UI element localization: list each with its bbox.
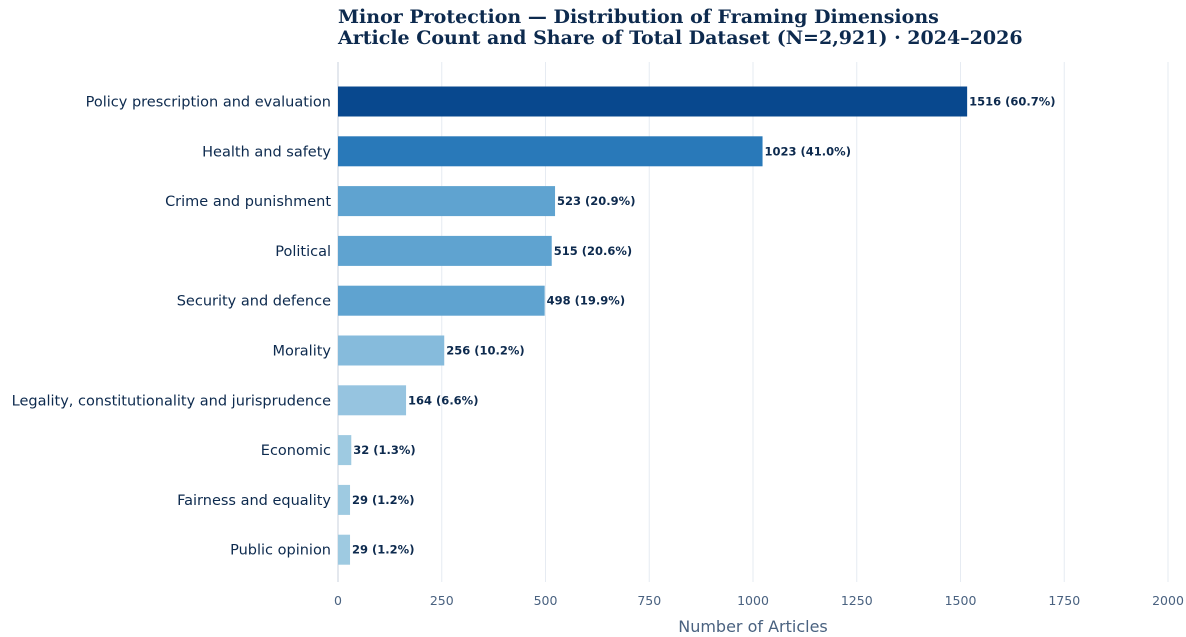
bar — [338, 534, 351, 565]
x-tick-label: 750 — [637, 593, 661, 608]
bar — [338, 385, 407, 416]
data-label: 523 (20.9%) — [557, 194, 635, 208]
bar — [338, 285, 545, 316]
data-label: 515 (20.6%) — [554, 244, 632, 258]
y-tick-label: Economic — [261, 443, 331, 459]
bar — [338, 86, 968, 117]
chart-title: Minor Protection — Distribution of Frami… — [337, 6, 1023, 49]
chart-title-line-1: Minor Protection — Distribution of Frami… — [338, 6, 939, 28]
y-tick-label: Security and defence — [177, 294, 331, 310]
data-label: 164 (6.6%) — [408, 393, 478, 407]
data-label: 1023 (41.0%) — [765, 144, 851, 158]
chart-title-line-2: Article Count and Share of Total Dataset… — [337, 27, 1023, 49]
data-label: 32 (1.3%) — [353, 443, 415, 457]
y-tick-label: Public opinion — [230, 543, 331, 559]
data-label: 1516 (60.7%) — [969, 95, 1055, 109]
y-tick-label: Policy prescription and evaluation — [86, 95, 331, 111]
x-tick-label: 1000 — [737, 593, 769, 608]
data-label: 29 (1.2%) — [352, 543, 414, 557]
category-labels: Policy prescription and evaluation Health… — [12, 95, 332, 559]
bar — [338, 335, 445, 366]
bars — [338, 86, 968, 565]
y-tick-label: Crime and punishment — [165, 194, 331, 210]
data-label: 29 (1.2%) — [352, 493, 414, 507]
x-axis-ticks: 0 250 500 750 1000 1250 1500 1750 2000 — [334, 593, 1184, 608]
y-tick-label: Political — [275, 244, 331, 260]
y-tick-label: Health and safety — [202, 144, 331, 160]
bar — [338, 235, 552, 266]
x-tick-label: 0 — [334, 593, 342, 608]
bar — [338, 484, 351, 515]
data-label: 498 (19.9%) — [547, 294, 625, 308]
bar — [338, 186, 556, 217]
bar — [338, 136, 763, 167]
y-tick-label: Legality, constitutionality and jurispru… — [12, 393, 331, 409]
x-axis-label: Number of Articles — [678, 617, 828, 636]
x-tick-label: 250 — [430, 593, 454, 608]
y-tick-label: Fairness and equality — [177, 493, 331, 509]
x-tick-label: 2000 — [1152, 593, 1184, 608]
y-tick-label: Morality — [272, 344, 331, 360]
x-tick-label: 500 — [534, 593, 558, 608]
data-label: 256 (10.2%) — [446, 344, 524, 358]
bar — [338, 435, 352, 466]
x-tick-label: 1250 — [841, 593, 873, 608]
value-labels: 1516 (60.7%) 1023 (41.0%) 523 (20.9%) 515 (… — [352, 95, 1056, 557]
x-tick-label: 1750 — [1048, 593, 1080, 608]
x-tick-label: 1500 — [945, 593, 977, 608]
